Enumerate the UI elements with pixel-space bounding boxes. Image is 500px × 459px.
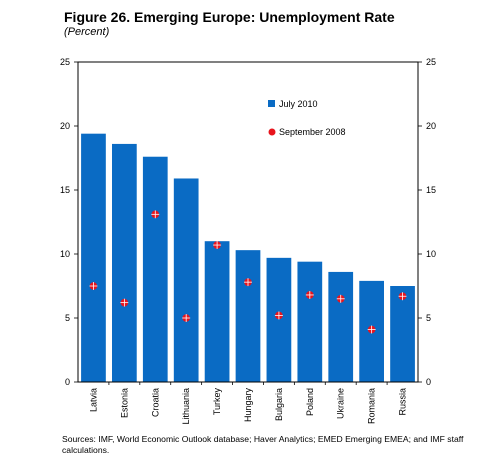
y-tick-label-right: 20 — [426, 121, 436, 131]
x-tick-label: Hungary — [243, 388, 253, 423]
marker-croatia — [151, 210, 160, 219]
legend-item-september-2008: September 2008 — [268, 127, 346, 137]
legend-label: July 2010 — [279, 99, 318, 109]
y-tick-label-left: 10 — [60, 249, 70, 259]
marker-romania — [367, 325, 376, 334]
x-tick-label: Russia — [398, 388, 408, 416]
y-tick-label-right: 15 — [426, 185, 436, 195]
marker-ukraine — [336, 294, 345, 303]
chart-title: Figure 26. Emerging Europe: Unemployment… — [64, 9, 395, 25]
y-tick-label-right: 0 — [426, 377, 431, 387]
y-tick-label-right: 25 — [426, 57, 436, 67]
x-tick-label: Estonia — [119, 388, 129, 418]
marker-russia — [398, 292, 407, 301]
x-tick-label: Ukraine — [336, 388, 346, 419]
marker-latvia — [89, 282, 98, 290]
x-tick-label: Turkey — [212, 388, 222, 416]
y-tick-label-left: 15 — [60, 185, 70, 195]
y-tick-label-left: 20 — [60, 121, 70, 131]
y-tick-label-left: 5 — [65, 313, 70, 323]
bar-bulgaria — [266, 257, 292, 382]
legend-swatch-marker — [268, 128, 276, 136]
marker-poland — [305, 290, 314, 299]
marker-bulgaria — [274, 311, 283, 320]
bar-croatia — [142, 156, 168, 382]
marker-estonia — [120, 298, 129, 307]
bar-turkey — [204, 241, 230, 382]
legend-item-july-2010: July 2010 — [268, 99, 318, 109]
x-tick-label: Romania — [367, 388, 377, 424]
marker-turkey — [213, 241, 222, 250]
legend-label: September 2008 — [279, 127, 346, 137]
y-tick-label-right: 5 — [426, 313, 431, 323]
y-tick-label-left: 0 — [65, 377, 70, 387]
x-tick-label: Lithuania — [181, 388, 191, 425]
x-tick-label: Croatia — [150, 388, 160, 417]
plot-frame — [77, 61, 419, 383]
bar-lithuania — [173, 178, 199, 382]
x-tick-label: Bulgaria — [274, 388, 284, 421]
y-tick-label-right: 10 — [426, 249, 436, 259]
bar-russia — [390, 286, 415, 382]
y-tick-label-left: 25 — [60, 57, 70, 67]
legend-swatch-bar — [268, 100, 275, 107]
x-tick-label: Poland — [305, 388, 315, 416]
bar-ukraine — [328, 271, 354, 382]
x-tick-label: Latvia — [88, 388, 98, 412]
bar-latvia — [81, 133, 106, 382]
bar-estonia — [112, 143, 137, 382]
bar-hungary — [235, 250, 261, 382]
marker-lithuania — [182, 314, 191, 322]
source-note: Sources: IMF, World Economic Outlook dat… — [62, 434, 464, 455]
chart-subtitle: (Percent) — [64, 26, 110, 38]
marker-hungary — [244, 278, 252, 287]
bar-poland — [297, 261, 323, 382]
